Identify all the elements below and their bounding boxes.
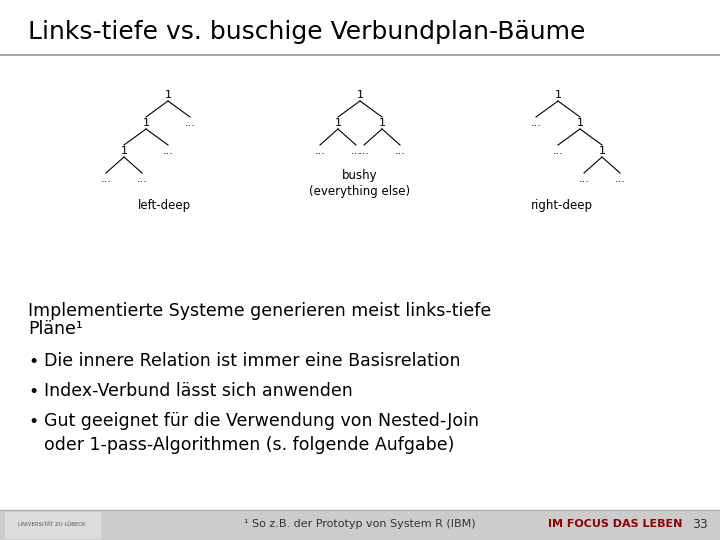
Text: •: • xyxy=(28,383,38,401)
Text: left-deep: left-deep xyxy=(138,199,191,212)
Text: Implementierte Systeme generieren meist links-tiefe: Implementierte Systeme generieren meist … xyxy=(28,302,491,320)
Text: ...: ... xyxy=(359,146,369,156)
Text: ...: ... xyxy=(101,174,112,184)
Text: 1: 1 xyxy=(164,90,171,100)
Text: ...: ... xyxy=(531,118,541,128)
Text: 1: 1 xyxy=(577,118,583,128)
Text: 1: 1 xyxy=(554,90,562,100)
Text: •: • xyxy=(28,353,38,371)
Text: Index-Verbund lässt sich anwenden: Index-Verbund lässt sich anwenden xyxy=(44,382,353,400)
Text: IM FOCUS DAS LEBEN: IM FOCUS DAS LEBEN xyxy=(548,519,682,529)
Text: ...: ... xyxy=(395,146,405,156)
Text: bushy
(everything else): bushy (everything else) xyxy=(310,169,410,198)
Text: 1: 1 xyxy=(143,118,150,128)
Text: Die innere Relation ist immer eine Basisrelation: Die innere Relation ist immer eine Basis… xyxy=(44,352,461,370)
Text: 1: 1 xyxy=(335,118,341,128)
Bar xyxy=(5,512,100,538)
Text: ...: ... xyxy=(552,146,564,156)
Text: 33: 33 xyxy=(692,517,708,530)
Text: ...: ... xyxy=(615,174,626,184)
Text: ...: ... xyxy=(163,146,174,156)
Text: ...: ... xyxy=(579,174,590,184)
Text: 1: 1 xyxy=(120,146,127,156)
Text: •: • xyxy=(28,413,38,431)
Text: right-deep: right-deep xyxy=(531,199,593,212)
Text: 1: 1 xyxy=(356,90,364,100)
Text: Links-tiefe vs. buschige Verbundplan-Bäume: Links-tiefe vs. buschige Verbundplan-Bäu… xyxy=(28,20,585,44)
Text: ...: ... xyxy=(184,118,195,128)
Text: ...: ... xyxy=(351,146,361,156)
Text: ...: ... xyxy=(137,174,148,184)
Text: ¹ So z.B. der Prototyp von System R (IBM): ¹ So z.B. der Prototyp von System R (IBM… xyxy=(244,519,476,529)
Text: 1: 1 xyxy=(379,118,385,128)
Text: 1: 1 xyxy=(598,146,606,156)
Text: Gut geeignet für die Verwendung von Nested-Join
oder 1-pass-Algorithmen (s. folg: Gut geeignet für die Verwendung von Nest… xyxy=(44,412,479,454)
Text: Pläne¹: Pläne¹ xyxy=(28,320,83,338)
Text: ...: ... xyxy=(315,146,325,156)
Bar xyxy=(0,510,720,540)
Text: UNIVERSITÄT ZU LÜBECK: UNIVERSITÄT ZU LÜBECK xyxy=(18,523,86,528)
